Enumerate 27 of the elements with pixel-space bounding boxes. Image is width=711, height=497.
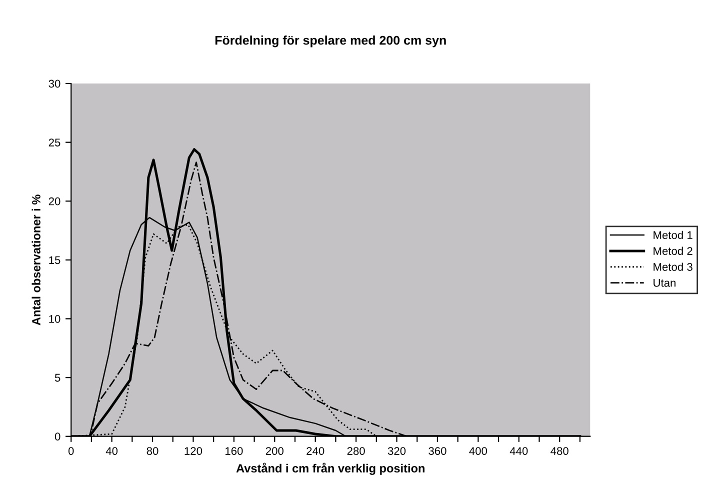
x-tick-label: 200 [266, 447, 284, 455]
x-tick-label: 80 [146, 447, 158, 455]
y-tick-label: 5 [54, 374, 60, 382]
legend-label: Metod 3 [654, 262, 692, 271]
x-tick-label: 440 [510, 447, 528, 455]
x-tick-label: 120 [184, 447, 202, 455]
y-axis-title: Antal observationer i % [32, 194, 40, 326]
x-axis-title: Avstånd i cm från verklig position [236, 462, 424, 475]
y-tick-label: 10 [49, 315, 60, 323]
chart-title: Fördelning för spelare med 200 cm syn [215, 36, 446, 48]
legend-label: Utan [654, 279, 676, 287]
x-tick-label: 280 [347, 447, 365, 455]
y-tick-label: 20 [48, 197, 60, 206]
x-tick-label: 240 [306, 447, 324, 455]
y-tick-label: 30 [48, 80, 60, 88]
x-tick-label: 160 [226, 447, 243, 455]
y-tick-label: 0 [54, 432, 60, 440]
x-tick-label: 360 [428, 447, 446, 455]
x-tick-label: 320 [388, 447, 406, 455]
x-tick-label: 40 [106, 447, 118, 455]
legend-label: Metod 2 [654, 246, 692, 255]
y-tick-label: 15 [49, 256, 60, 264]
x-tick-label: 480 [550, 447, 568, 455]
y-tick-label: 25 [48, 138, 60, 146]
x-tick-label: 400 [469, 447, 488, 455]
x-tick-label: 0 [68, 447, 74, 455]
legend-label: Metod 1 [654, 230, 692, 240]
